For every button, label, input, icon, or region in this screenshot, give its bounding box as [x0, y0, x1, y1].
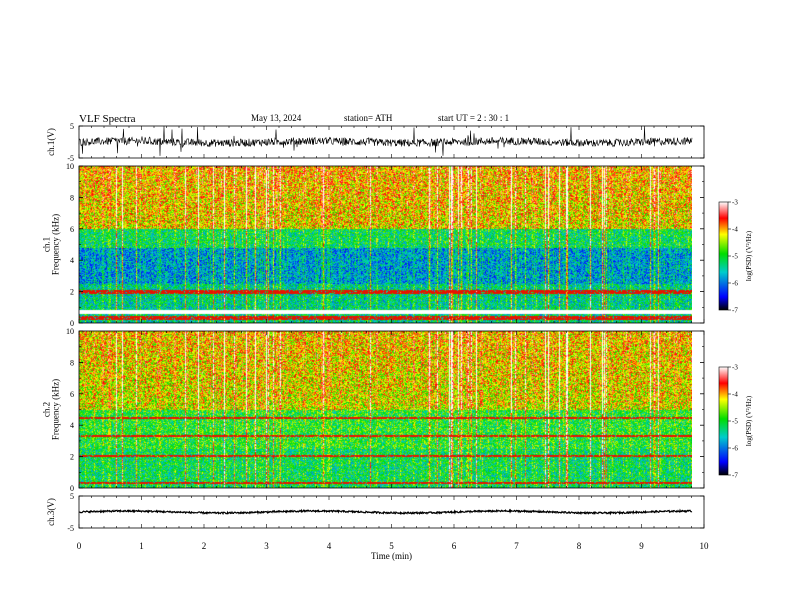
waveform-ch3-waveform [78, 508, 693, 516]
y-axis-label-line: ch.1 [42, 237, 52, 252]
y-tick-label-ch2-spectrogram: 6 [70, 390, 74, 399]
y-tick-label-ch2-spectrogram: 8 [70, 358, 74, 367]
x-tick-label: 2 [202, 541, 207, 551]
y-axis-label-line: Frequency (kHz) [51, 214, 61, 275]
x-tick-label: 3 [264, 541, 269, 551]
x-axis-label: Time (min) [371, 551, 412, 561]
y-tick-label-ch1-spectrogram: 0 [70, 319, 74, 328]
y-axis-label-line: Frequency (kHz) [51, 379, 61, 440]
y-tick-label-ch1-spectrogram: 6 [70, 225, 74, 234]
header-station: station= ATH [344, 113, 393, 123]
header-title: VLF Spectra [79, 113, 136, 125]
colorbar-tick-label: -5 [732, 253, 738, 261]
colorbar-label-ch1-spectrogram: log(PSD) (V²/Hz) [745, 230, 753, 281]
x-tick-label: 4 [327, 541, 332, 551]
y-tick-label-ch3-waveform: -5 [67, 524, 74, 533]
colorbar-ch1-spectrogram [718, 201, 729, 311]
x-tick-label: 5 [389, 541, 394, 551]
y-tick-label-ch2-spectrogram: 2 [70, 453, 74, 462]
y-tick-label-ch2-spectrogram: 0 [70, 484, 74, 493]
header-date: May 13, 2024 [251, 113, 302, 123]
y-tick-label-ch2-spectrogram: 4 [70, 421, 74, 430]
colorbar-tick-label: -6 [732, 445, 738, 453]
x-tick-label: 1 [139, 541, 144, 551]
colorbar-tick-label: -5 [732, 418, 738, 426]
x-tick-label: 6 [452, 541, 457, 551]
y-tick-label-ch1-spectrogram: 10 [66, 162, 74, 171]
y-tick-label-ch1-spectrogram: 4 [70, 256, 74, 265]
x-tick-label: 9 [639, 541, 644, 551]
colorbar-tick-label: -6 [732, 280, 738, 288]
y-tick-label-ch3-waveform: 5 [70, 492, 74, 501]
colorbar-label-text: log(PSD) (V²/Hz) [745, 230, 753, 281]
colorbar-tick-label: -3 [732, 199, 738, 207]
y-axis-label-line: ch.2 [42, 402, 52, 417]
colorbar-ch2-spectrogram [718, 366, 729, 476]
x-tick-label: 7 [514, 541, 519, 551]
colorbar-tick-label: -7 [732, 307, 738, 315]
colorbar-tick-label: -7 [732, 472, 738, 480]
x-tick-label: 8 [577, 541, 582, 551]
x-tick-label: 10 [700, 541, 710, 551]
y-axis-label-ch3-waveform: ch.3(V) [46, 498, 56, 526]
y-axis-label-ch1-waveform: ch.1(V) [46, 128, 56, 156]
y-tick-label-ch1-waveform: -5 [67, 154, 74, 163]
header-start-time: start UT = 2 : 30 : 1 [438, 113, 510, 123]
colorbar-tick-label: -3 [732, 364, 738, 372]
y-tick-label-ch1-waveform: 5 [70, 122, 74, 131]
colorbar-label-text: log(PSD) (V²/Hz) [745, 395, 753, 446]
y-axis-label-ch1-spectrogram: ch.1 Frequency (kHz) [42, 214, 61, 275]
y-tick-label-ch1-spectrogram: 8 [70, 193, 74, 202]
y-axis-label-line: ch.1(V) [46, 128, 56, 156]
colorbar-tick-label: -4 [732, 391, 738, 399]
y-tick-label-ch2-spectrogram: 10 [66, 327, 74, 336]
colorbar-tick-label: -4 [732, 226, 738, 234]
spectrogram-ch2-spectrogram [79, 331, 692, 488]
waveform-ch1-waveform [78, 126, 693, 156]
spectrogram-ch1-spectrogram [79, 166, 692, 323]
colorbar-label-ch2-spectrogram: log(PSD) (V²/Hz) [745, 395, 753, 446]
y-axis-label-ch2-spectrogram: ch.2 Frequency (kHz) [42, 379, 61, 440]
y-axis-label-line: ch.3(V) [46, 498, 56, 526]
y-tick-label-ch1-spectrogram: 2 [70, 288, 74, 297]
x-tick-label: 0 [77, 541, 82, 551]
